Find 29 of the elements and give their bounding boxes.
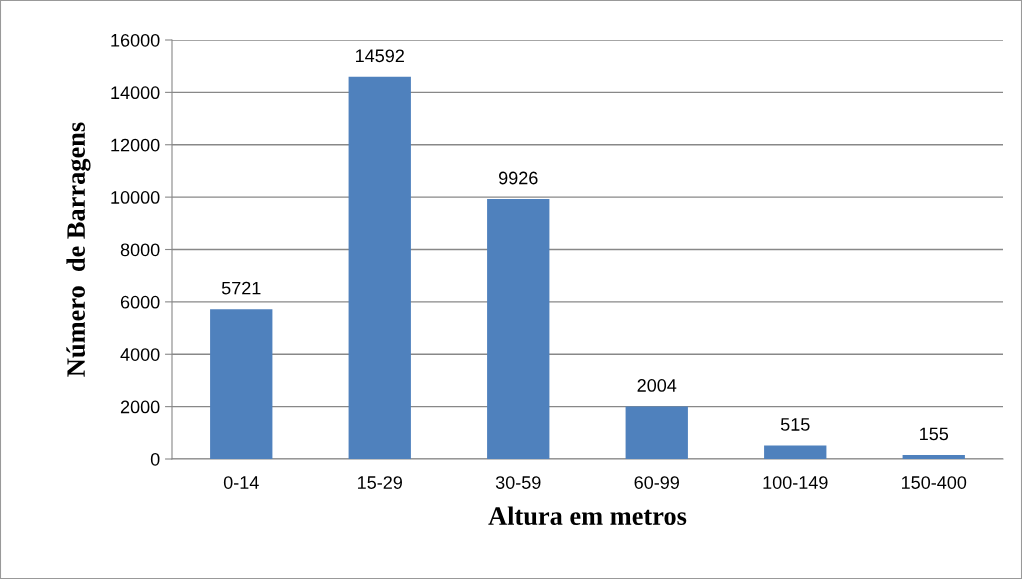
bar bbox=[348, 76, 411, 459]
data-label: 515 bbox=[780, 418, 810, 431]
bar bbox=[902, 454, 965, 459]
x-tick-label: 15-29 bbox=[358, 476, 402, 489]
y-tick-label: 8000 bbox=[120, 243, 160, 257]
y-tick-label: 0 bbox=[150, 452, 160, 466]
data-label: 155 bbox=[920, 427, 949, 441]
bar bbox=[625, 406, 688, 459]
x-tick-label: 0-14 bbox=[223, 476, 259, 489]
y-tick-label: 2000 bbox=[120, 400, 160, 414]
y-tick-label: 10000 bbox=[111, 191, 160, 204]
x-axis-title: Altura em metros bbox=[488, 506, 687, 526]
x-tick-label: 100-149 bbox=[763, 476, 828, 489]
data-label: 14592 bbox=[356, 49, 404, 63]
x-tick-label: 30-59 bbox=[495, 476, 541, 489]
bar bbox=[487, 199, 550, 459]
y-axis-title: Número de Barragens bbox=[66, 122, 91, 377]
data-label: 9926 bbox=[499, 171, 538, 185]
x-tick-label: 60-99 bbox=[634, 476, 679, 489]
bar bbox=[764, 445, 827, 459]
data-label: 5721 bbox=[221, 281, 261, 295]
data-label: 2004 bbox=[637, 379, 677, 392]
bar bbox=[210, 309, 273, 459]
y-tick-label: 16000 bbox=[111, 33, 160, 47]
y-tick-label: 4000 bbox=[120, 348, 160, 361]
y-tick-label: 14000 bbox=[111, 86, 160, 100]
y-tick-label: 6000 bbox=[120, 295, 160, 309]
y-tick-label: 12000 bbox=[111, 138, 160, 152]
x-tick-label: 150-400 bbox=[902, 476, 967, 489]
